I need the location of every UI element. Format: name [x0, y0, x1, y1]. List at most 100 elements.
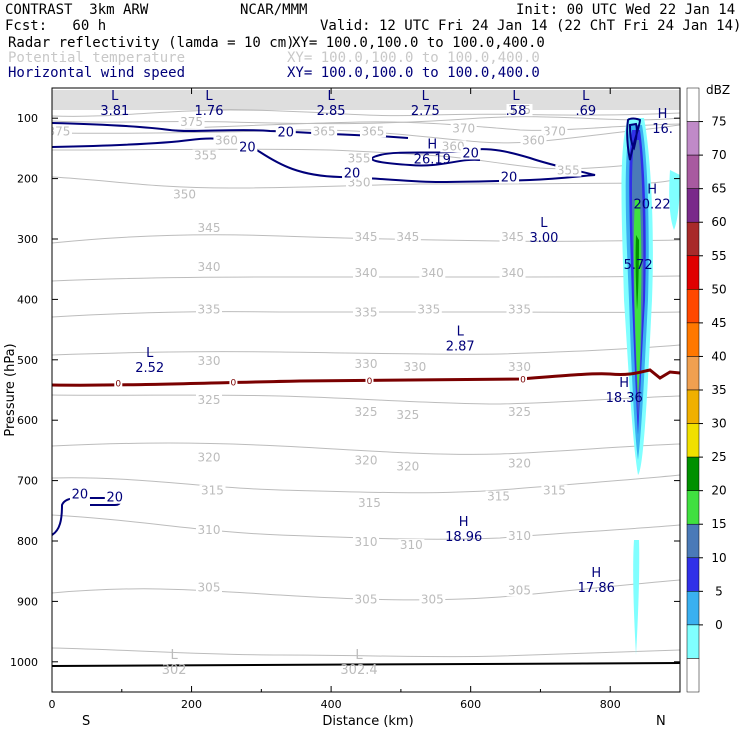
theta-label: 310 — [400, 538, 423, 552]
theta-label: 355 — [557, 164, 580, 178]
wind-label: 20 — [107, 491, 124, 506]
colorbar-swatch — [686, 624, 700, 659]
theta-label-bg — [506, 584, 533, 597]
x-axis-label: Distance (km) — [322, 714, 413, 729]
theta-label: 325 — [198, 393, 221, 407]
theta-label-bg — [196, 261, 222, 274]
theta-330 — [52, 344, 680, 356]
y-tick-label: 100 — [17, 112, 38, 125]
colorbar-level: 60 — [711, 215, 726, 229]
wind-label-bg — [104, 490, 125, 504]
theta-label-bg — [346, 152, 373, 165]
field-xy-wind: XY= 100.0,100.0 to 100.0,400.0 — [287, 65, 540, 81]
y-tick-label: 700 — [17, 475, 38, 488]
zero-label: 0 — [231, 378, 237, 388]
extremum-l-marker: L — [355, 648, 363, 663]
colorbar-level: 50 — [711, 282, 726, 296]
theta-label-bg — [353, 357, 379, 370]
wind-label-bg — [499, 170, 520, 184]
theta-label-bg — [398, 539, 425, 552]
wind-label: 20 — [501, 171, 518, 186]
theta-label: 365 — [362, 124, 385, 138]
y-tick-label: 1000 — [10, 656, 38, 669]
theta-label: 330 — [508, 360, 531, 374]
wind-label: 20 — [462, 146, 479, 161]
colorbar-level: 35 — [711, 383, 726, 397]
extremum-h-marker: H — [459, 515, 469, 530]
theta-label: 355 — [348, 151, 371, 165]
colorbar-level: 10 — [711, 551, 726, 565]
field-label-reflectivity: Radar reflectivity (lamda = 10 cm) — [8, 35, 295, 51]
theta-label-bg — [450, 122, 477, 135]
header-model: CONTRAST 3km ARW — [5, 2, 149, 18]
colorbar-swatch — [686, 591, 700, 626]
end-label-north: N — [656, 714, 666, 729]
y-tick-label: 200 — [17, 173, 38, 186]
extremum-value: 302.4 — [340, 663, 377, 678]
theta-label-bg — [499, 267, 526, 280]
extremum-value: 18.36 — [606, 391, 643, 406]
extremum-value: 18.96 — [445, 530, 482, 545]
header-center: NCAR/MMM — [240, 2, 308, 18]
header-fcst: Fcst: 60 h — [5, 18, 107, 34]
zero-label: 0 — [367, 377, 373, 387]
theta-label: 375 — [180, 115, 203, 129]
colorbar-unit: dBZ — [706, 83, 730, 97]
theta-label-bg — [506, 529, 533, 542]
theta-upper-band — [52, 90, 680, 110]
theta-label-bg — [353, 593, 379, 606]
colorbar-level: 70 — [711, 148, 726, 162]
theta-label: 330 — [198, 354, 221, 368]
wind-storm-core — [626, 117, 642, 161]
theta-label: 330 — [355, 357, 378, 371]
y-tick-label: 500 — [17, 354, 38, 367]
theta-320 — [52, 442, 680, 455]
theta-label-bg — [394, 231, 421, 243]
extremum-h-marker: H — [591, 566, 601, 581]
theta-345 — [52, 234, 680, 244]
colorbar-swatch — [686, 154, 700, 189]
wind-label: 20 — [72, 488, 89, 503]
theta-label: 340 — [501, 266, 524, 280]
theta-label: 305 — [198, 580, 221, 594]
theta-315 — [52, 474, 680, 494]
theta-label: 335 — [417, 302, 440, 316]
wind-label-bg — [69, 487, 90, 501]
y-tick-label: 900 — [17, 595, 38, 608]
extremum-value: 3.00 — [529, 231, 558, 246]
theta-label-bg — [506, 303, 533, 316]
theta-label: 335 — [355, 306, 378, 320]
theta-label: 310 — [355, 535, 378, 549]
axes: 0 200 400 600 800100200300400500600700800900… — [10, 88, 680, 711]
wind-label-bg — [237, 140, 258, 154]
theta-355 — [52, 148, 631, 170]
theta-label-bg — [353, 406, 379, 419]
colorbar-level: 55 — [711, 249, 726, 263]
theta-label-bg — [199, 484, 226, 497]
theta-label: 370 — [543, 124, 566, 138]
colorbar-level: 40 — [711, 349, 726, 363]
y-axis-label: Pressure (hPa) — [3, 343, 18, 436]
theta-label: 305 — [355, 592, 378, 606]
colorbar-swatch — [686, 423, 700, 458]
theta-label-bg — [213, 134, 240, 147]
extremum-l-marker: L — [327, 89, 335, 104]
theta-325 — [52, 394, 680, 405]
zero-label-bg — [229, 377, 238, 388]
end-label-south: S — [82, 714, 90, 729]
theta-label: 360 — [522, 133, 545, 147]
theta-label: 315 — [358, 496, 381, 510]
colorbar-swatch — [686, 188, 700, 223]
colorbar-swatch — [686, 523, 700, 559]
theta-label-bg — [541, 484, 568, 497]
theta-label: 360 — [215, 133, 238, 147]
theta-label-bg — [178, 116, 205, 129]
extremum-h-marker: H — [427, 137, 437, 152]
theta-label: 320 — [355, 453, 378, 467]
theta-365 — [184, 121, 680, 131]
theta-label: 325 — [396, 408, 419, 422]
zero-label-bg — [519, 374, 527, 385]
x-tick-label: 0 — [49, 698, 56, 711]
